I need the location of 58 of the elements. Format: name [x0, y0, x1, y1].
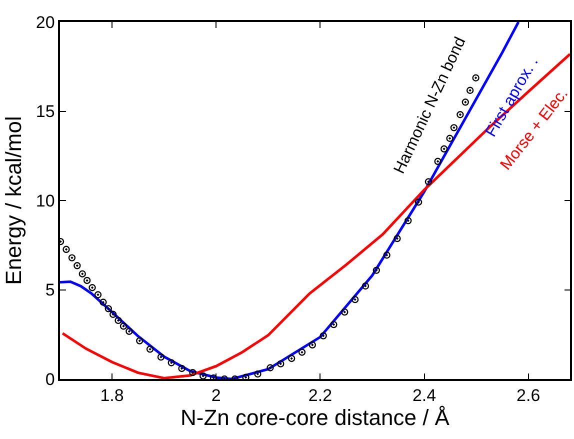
- point: [100, 298, 107, 306]
- point: [68, 254, 76, 262]
- point: [308, 341, 316, 349]
- y-tick-label: 10: [36, 191, 55, 210]
- point: [351, 296, 359, 304]
- point: [466, 86, 474, 94]
- point: [157, 353, 165, 361]
- point: [362, 282, 370, 290]
- point: [440, 145, 448, 153]
- y-tick-label: 0: [45, 370, 55, 389]
- point: [189, 368, 196, 376]
- y-tick-label: 15: [36, 102, 55, 122]
- y-tick-label: 5: [45, 280, 55, 300]
- point: [83, 276, 91, 284]
- point: [330, 320, 338, 328]
- point: [450, 124, 458, 132]
- point: [456, 111, 464, 118]
- point: [178, 364, 186, 372]
- y-tick-label: 20: [36, 12, 55, 32]
- x-axis-title: N-Zn core-core distance / Å: [180, 405, 450, 430]
- point: [136, 337, 144, 344]
- point: [424, 178, 432, 186]
- point: [404, 217, 412, 224]
- y-axis-title: Energy / kcal/mol: [1, 116, 26, 285]
- point: [242, 374, 250, 379]
- x-tick-label: 2.6: [516, 386, 540, 406]
- point: [126, 328, 133, 335]
- point: [74, 262, 81, 270]
- point: [472, 74, 480, 82]
- point: [277, 360, 284, 368]
- point: [254, 370, 262, 378]
- point: [394, 234, 401, 242]
- point: [320, 332, 327, 340]
- point: [200, 372, 207, 379]
- point: [266, 364, 274, 372]
- point: [104, 305, 112, 312]
- x-tick-label: 2.4: [412, 386, 436, 406]
- point: [109, 310, 117, 318]
- point: [114, 316, 122, 324]
- point: [446, 134, 454, 142]
- point: [462, 98, 469, 106]
- x-tick-label: 2.2: [308, 386, 332, 406]
- point: [372, 266, 380, 274]
- point: [88, 284, 96, 292]
- point: [383, 252, 390, 259]
- point: [288, 354, 296, 362]
- point: [146, 346, 154, 353]
- point: [168, 359, 175, 366]
- point: [434, 158, 442, 166]
- point: [414, 198, 422, 206]
- x-tick-label: 1.8: [100, 386, 124, 406]
- point: [341, 308, 348, 316]
- point: [62, 246, 70, 254]
- point: [298, 348, 306, 356]
- point: [78, 270, 86, 278]
- point: [94, 291, 102, 298]
- point: [120, 322, 128, 330]
- x-tick-label: 2: [211, 386, 221, 406]
